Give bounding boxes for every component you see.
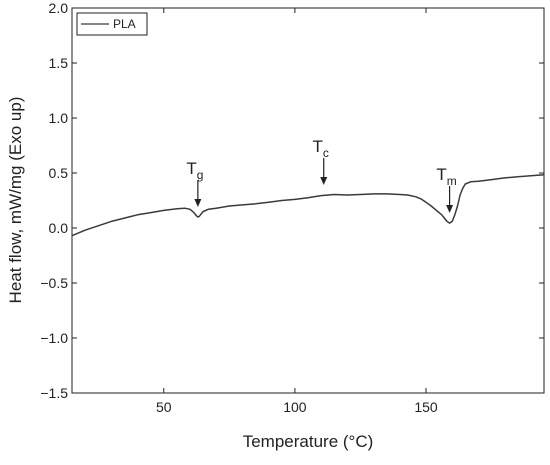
- legend-label-pla: PLA: [113, 17, 136, 31]
- y-axis: −1.5 −1.0 −0.5 0.0 0.5 1.0 1.5 2.0: [40, 0, 544, 401]
- annotation-label-tg: Tg: [186, 159, 203, 182]
- legend: PLA: [76, 12, 148, 36]
- series-line-pla: [71, 173, 545, 237]
- x-tick-label: 150: [414, 399, 438, 415]
- plot-area-frame: [71, 7, 545, 394]
- series-layer: [71, 173, 545, 237]
- annotation-arrow-head: [194, 199, 202, 207]
- y-tick-label: 1.5: [49, 55, 69, 71]
- y-tick-label: 0.5: [49, 165, 69, 181]
- x-axis-title: Temperature (°C): [243, 432, 374, 451]
- legend-box: [76, 12, 148, 36]
- annotation-arrow-head: [446, 205, 454, 214]
- y-axis-title: Heat flow, mW/mg (Exo up): [6, 97, 25, 304]
- y-tick-label: 0.0: [49, 220, 69, 236]
- x-axis: 50 100 150: [156, 8, 438, 415]
- annotation-label-tm: Tm: [436, 165, 456, 188]
- y-tick-label: −0.5: [40, 275, 68, 291]
- y-tick-label: −1.0: [40, 330, 68, 346]
- y-tick-label: 2.0: [49, 0, 69, 16]
- annotation-arrow-head: [320, 177, 328, 185]
- annotation-label-tc: Tc: [313, 137, 329, 160]
- x-tick-label: 100: [283, 399, 307, 415]
- x-tick-label: 50: [156, 399, 172, 415]
- annotation-layer: Tg Tc Tm: [186, 137, 457, 214]
- y-tick-label: 1.0: [49, 110, 69, 126]
- y-tick-label: −1.5: [40, 385, 68, 401]
